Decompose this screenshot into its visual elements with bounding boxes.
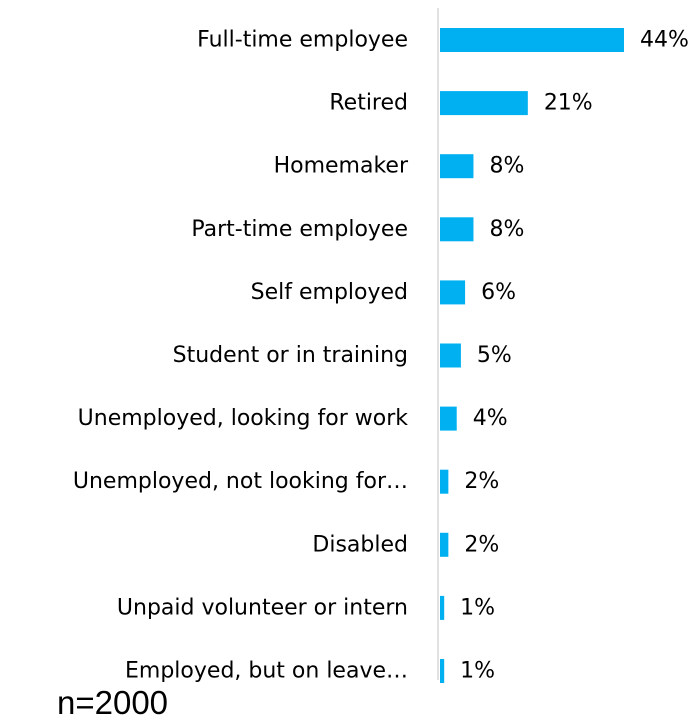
- value-label: 44%: [640, 28, 689, 53]
- bar: [440, 91, 528, 116]
- sample-size-note: n=2000: [57, 684, 169, 721]
- bar: [440, 469, 449, 494]
- value-labels-group: 44% 21% 8% 8% 6% 5% 4% 2% 2% 1% 1%: [460, 28, 689, 684]
- category-label: Student or in training: [173, 343, 408, 368]
- category-labels-group: Full-time employee Retired Homemaker Part-t…: [73, 28, 409, 684]
- category-label: Unemployed, not looking for…: [73, 469, 408, 494]
- category-label: Full-time employee: [197, 28, 408, 53]
- value-label: 8%: [489, 217, 524, 242]
- category-label: Employed, but on leave…: [125, 659, 408, 684]
- bar: [440, 154, 474, 179]
- value-label: 21%: [544, 91, 593, 116]
- bar: [440, 595, 445, 620]
- value-label: 1%: [460, 595, 495, 620]
- bar: [440, 659, 445, 683]
- value-label: 8%: [489, 154, 524, 179]
- category-label: Unpaid volunteer or intern: [117, 595, 408, 620]
- bar: [440, 532, 449, 557]
- bar: [440, 280, 466, 305]
- category-label: Retired: [329, 91, 408, 116]
- category-label: Disabled: [312, 532, 408, 557]
- category-label: Part-time employee: [191, 217, 408, 242]
- value-label: 6%: [481, 280, 516, 305]
- category-label: Unemployed, looking for work: [78, 406, 409, 431]
- value-label: 1%: [460, 659, 495, 684]
- bar: [440, 406, 457, 431]
- bar: [440, 217, 474, 242]
- category-label: Self employed: [251, 280, 408, 305]
- bar: [440, 343, 461, 368]
- bar: [440, 28, 624, 52]
- category-label: Homemaker: [274, 154, 409, 179]
- value-label: 4%: [473, 406, 508, 431]
- value-label: 2%: [464, 469, 499, 494]
- value-label: 5%: [477, 343, 512, 368]
- value-label: 2%: [464, 532, 499, 557]
- bars-group: [440, 28, 624, 683]
